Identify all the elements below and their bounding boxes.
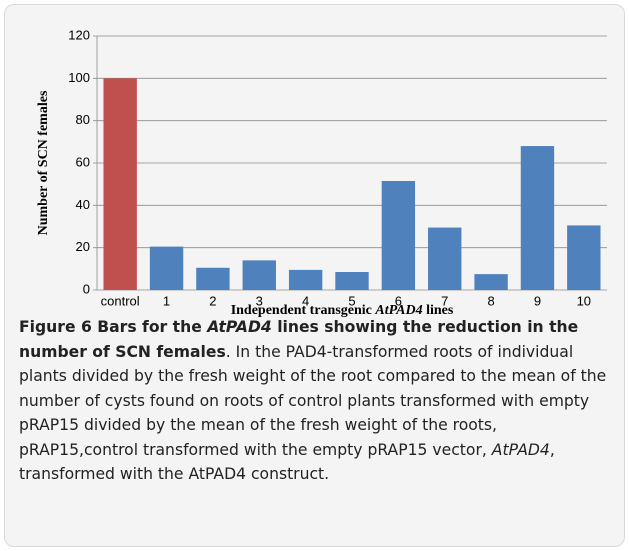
bar — [474, 274, 508, 290]
y-tick-label: 0 — [83, 281, 90, 296]
x-tick-label: 6 — [395, 293, 402, 308]
y-tick-label: 40 — [76, 197, 90, 212]
caption-segment: AtPAD4 — [491, 440, 550, 459]
bar — [242, 260, 276, 290]
caption-segment: Figure 6 Bars for the — [19, 318, 208, 336]
bar — [103, 78, 137, 290]
caption-segment: lines showing the reduction in the numbe… — [19, 318, 579, 361]
y-tick-label: 60 — [76, 154, 90, 169]
x-tick-label: 5 — [348, 293, 355, 308]
x-tick-label: 4 — [302, 293, 309, 308]
caption: Figure 6 Bars for the AtPAD4 lines showi… — [19, 315, 615, 487]
x-tick-label: 10 — [577, 293, 591, 308]
y-tick-label: 20 — [76, 239, 90, 254]
x-tick-label: control — [101, 293, 140, 308]
x-axis-label-part: Independent transgenic — [231, 303, 376, 318]
caption-segment: . In the PAD4-transformed roots of indiv… — [19, 342, 607, 459]
caption-segment: , transformed with the AtPAD4 construct. — [19, 440, 555, 484]
bar — [567, 225, 601, 290]
x-axis-label: Independent transgenic AtPAD4 lines — [231, 303, 454, 318]
bar — [288, 269, 323, 290]
y-tick-label: 100 — [68, 70, 90, 85]
bar — [520, 146, 555, 290]
y-tick-label: 120 — [68, 27, 90, 42]
x-tick-label: 8 — [487, 293, 494, 308]
x-axis-label-part: AtPAD4 — [374, 303, 422, 318]
bar — [428, 227, 462, 290]
bar — [335, 272, 369, 290]
x-tick-label: 1 — [163, 293, 170, 308]
x-tick-label: 2 — [209, 293, 216, 308]
bar — [149, 246, 184, 290]
x-tick-label: 9 — [534, 293, 541, 308]
y-tick-label: 80 — [76, 112, 90, 127]
x-tick-label: 3 — [256, 293, 263, 308]
bar — [196, 267, 230, 290]
x-tick-label: 7 — [441, 293, 448, 308]
x-axis-label-part: lines — [423, 303, 454, 318]
caption-segment: AtPAD4 — [207, 318, 272, 336]
y-axis-label: Number of SCN females — [36, 90, 51, 235]
chart: 0 20 40 60 80 100 120 control 1 2 3 4 5 6 7 8 9 10 Number … — [36, 27, 607, 318]
bar — [381, 180, 416, 290]
